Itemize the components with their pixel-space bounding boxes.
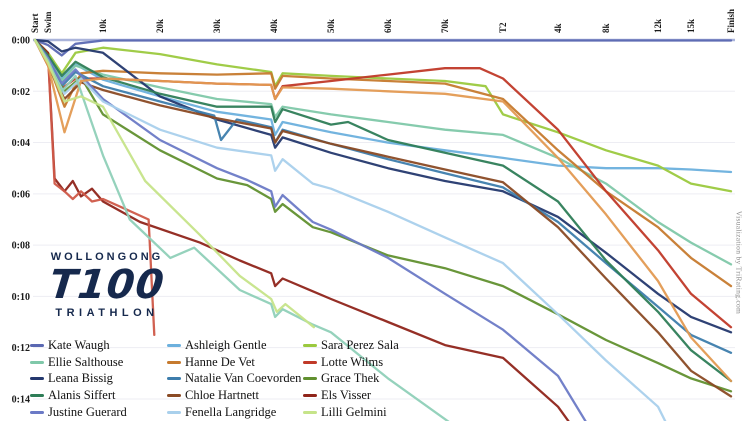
legend-athlete-name: Ashleigh Gentle — [185, 337, 267, 352]
legend-athlete-name: Els Visser — [321, 388, 372, 403]
x-axis-tick-label: T2 — [498, 22, 508, 33]
legend-item: Fenella Langridge — [167, 404, 303, 421]
y-axis-tick-label: 0:12 — [12, 343, 30, 354]
legend-item: Chloe Hartnett — [167, 387, 303, 404]
legend-athlete-name: Natalie Van Coevorden — [185, 371, 302, 386]
legend-color-swatch — [30, 377, 44, 381]
x-axis-tick-label: Finish — [726, 9, 736, 33]
legend-color-swatch — [167, 377, 181, 381]
legend-athlete-name: Ellie Salthouse — [48, 354, 124, 369]
legend-color-swatch — [167, 394, 181, 398]
legend-item: Natalie Van Coevorden — [167, 371, 303, 388]
athlete-line — [33, 38, 316, 329]
legend-item: Alanis Siffert — [30, 387, 167, 404]
x-axis-tick-label: 10k — [98, 19, 108, 33]
legend-athlete-name: Chloe Hartnett — [185, 388, 259, 403]
legend-item: Grace Thek — [303, 371, 463, 388]
x-axis-tick-label: 20k — [155, 19, 165, 33]
athlete-line — [33, 38, 587, 421]
legend-color-swatch — [303, 360, 317, 364]
legend-athlete-name: Justine Guerard — [48, 405, 127, 420]
y-axis-tick-label: 0:08 — [12, 241, 30, 252]
legend-item: Ashleigh Gentle — [167, 337, 303, 354]
legend-athlete-name: Hanne De Vet — [185, 354, 255, 369]
y-axis-tick-label: 0:06 — [12, 189, 30, 200]
legend-athlete-name: Fenella Langridge — [185, 405, 277, 420]
legend-item: Justine Guerard — [30, 404, 167, 421]
x-axis-tick-label: Swim — [43, 11, 53, 33]
athlete-line — [33, 38, 667, 421]
legend-color-swatch — [167, 360, 181, 364]
y-axis-tick-label: 0:10 — [12, 292, 30, 303]
legend-color-swatch — [303, 343, 317, 347]
legend-column-1: Kate Waugh Ellie Salthouse Leana Bissig Ala… — [30, 337, 167, 421]
legend-column-2: Ashleigh Gentle Hanne De Vet Natalie Van C… — [167, 337, 303, 421]
legend-color-swatch — [167, 343, 181, 347]
legend-item: Ellie Salthouse — [30, 354, 167, 371]
legend-color-swatch — [30, 411, 44, 415]
logo-t100-text: T100 — [47, 262, 167, 308]
x-axis-tick-label: 4k — [553, 23, 563, 33]
legend-color-swatch — [30, 394, 44, 398]
athlete-line — [33, 38, 733, 288]
legend-athlete-name: Lotte Wilms — [321, 354, 384, 369]
legend-item: Lotte Wilms — [303, 354, 463, 371]
legend-column-3: Sara Perez Sala Lotte Wilms Grace Thek Els … — [303, 337, 463, 421]
legend-color-swatch — [167, 411, 181, 415]
athlete-line — [33, 38, 733, 266]
legend-color-swatch — [303, 394, 317, 398]
legend-athlete-name: Alanis Siffert — [48, 388, 116, 403]
x-axis-tick-label: 15k — [686, 19, 696, 33]
athlete-line — [33, 38, 156, 337]
x-axis-tick-label: 70k — [440, 19, 450, 33]
t100-wollongong-logo: WOLLONGONG T100 TRIATHLON — [36, 252, 178, 319]
logo-wollongong-text: WOLLONGONG — [50, 251, 164, 263]
y-axis-tick-label: 0:14 — [12, 394, 30, 405]
athlete-line — [33, 38, 733, 334]
x-axis-tick-label: 30k — [212, 19, 222, 33]
legend-color-swatch — [303, 377, 317, 381]
legend-athlete-name: Kate Waugh — [48, 337, 110, 352]
x-axis-tick-label: 8k — [601, 23, 611, 33]
athlete-line — [33, 38, 570, 421]
x-axis-tick-label: 60k — [383, 19, 393, 33]
y-axis-tick-label: 0:02 — [12, 87, 30, 98]
trirating-watermark: Visualization by TriRating.com — [734, 210, 744, 315]
legend-athlete-name: Sara Perez Sala — [321, 337, 399, 352]
x-axis-tick-label: Start — [30, 14, 40, 34]
legend-item: Leana Bissig — [30, 371, 167, 388]
legend-item: Hanne De Vet — [167, 354, 303, 371]
athlete-line — [33, 38, 733, 193]
logo-triathlon-text: TRIATHLON — [55, 307, 159, 319]
x-axis-tick-label: 12k — [653, 19, 663, 33]
legend-item: Sara Perez Sala — [303, 337, 463, 354]
athlete-line — [33, 38, 450, 421]
x-axis-tick-label: 50k — [326, 19, 336, 33]
legend-item: Kate Waugh — [30, 337, 167, 354]
athlete-line — [33, 38, 733, 393]
legend-item: Els Visser — [303, 387, 463, 404]
legend-color-swatch — [30, 360, 44, 364]
legend-color-swatch — [30, 343, 44, 347]
legend-item: Lilli Gelmini — [303, 404, 463, 421]
athlete-line — [33, 38, 733, 57]
legend-color-swatch — [303, 411, 317, 415]
legend-athlete-name: Lilli Gelmini — [321, 405, 387, 420]
x-axis-tick-label: 40k — [269, 19, 279, 33]
athlete-line — [33, 38, 733, 383]
y-axis-tick-label: 0:04 — [12, 138, 30, 149]
legend-athlete-name: Grace Thek — [321, 371, 380, 386]
athlete-legend: Kate Waugh Ellie Salthouse Leana Bissig Ala… — [30, 337, 463, 421]
athlete-line — [33, 38, 733, 174]
y-axis-tick-label: 0:00 — [12, 36, 30, 47]
legend-athlete-name: Leana Bissig — [48, 371, 113, 386]
athlete-line — [33, 38, 733, 383]
